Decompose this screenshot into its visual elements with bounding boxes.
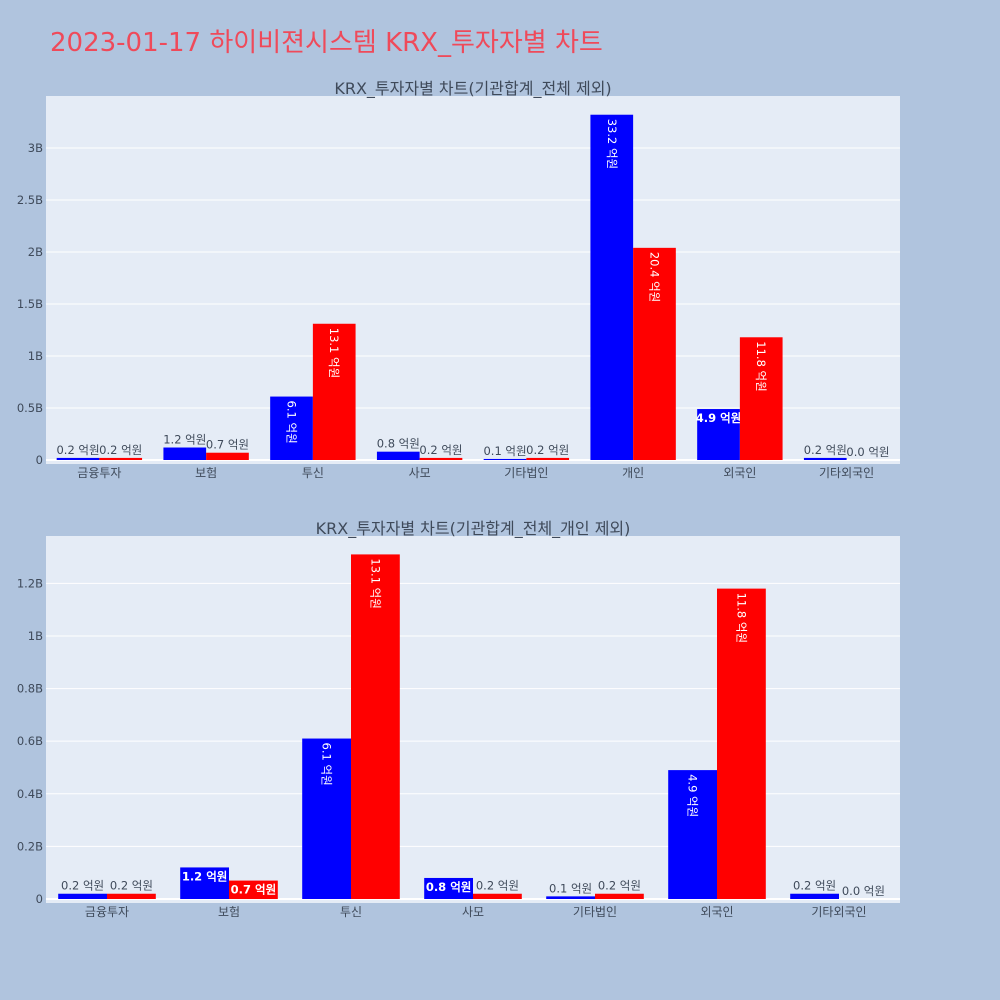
category-label: 기타법인 — [504, 466, 548, 480]
data-label: 0.0 억원 — [846, 445, 889, 459]
bar-series-2 — [312, 323, 356, 460]
data-label: 0.7 억원 — [231, 883, 277, 897]
bar-series-2 — [107, 893, 156, 899]
data-label: 6.1 억원 — [285, 401, 299, 444]
data-label: 20.4 억원 — [647, 252, 661, 302]
data-label: 0.2 억원 — [56, 443, 99, 457]
bar-series-1 — [163, 447, 207, 460]
data-label: 13.1 억원 — [368, 558, 382, 608]
bar-series-1 — [376, 451, 420, 460]
bar-series-1 — [56, 457, 100, 460]
bar-series-1 — [180, 867, 229, 899]
category-label: 보험 — [195, 466, 217, 480]
data-label: 0.2 억원 — [476, 879, 519, 893]
category-label: 외국인 — [700, 905, 733, 919]
category-label: 기타외국인 — [811, 905, 866, 919]
chart-2: 0 0.2B 0.4B 0.6B 0.8B 1B 1.2B KRX_투자자별 차트(기관합계_… — [17, 519, 900, 919]
category-label: 사모 — [462, 905, 484, 919]
bar-series-2 — [419, 457, 463, 460]
data-label: 0.1 억원 — [483, 444, 526, 458]
bar-series-2 — [206, 452, 249, 460]
data-label: 1.2 억원 — [182, 869, 228, 883]
data-label: 6.1 억원 — [320, 743, 334, 786]
category-label: 보험 — [218, 905, 240, 919]
y-tick-label: 1B — [28, 349, 43, 363]
y-tick-label: 0 — [36, 892, 43, 906]
data-label: 0.2 억원 — [419, 443, 462, 457]
bar-series-2 — [229, 880, 278, 899]
bar-series-2 — [526, 457, 570, 460]
category-label: 금융투자 — [77, 466, 121, 480]
data-label: 0.2 억원 — [526, 443, 569, 457]
category-label: 투신 — [302, 466, 324, 480]
y-tick-label: 3B — [28, 141, 43, 155]
category-label: 개인 — [622, 466, 644, 480]
data-label: 0.2 억원 — [793, 879, 836, 893]
y-tick-label: 0 — [36, 453, 43, 467]
y-tick-label: 2B — [28, 245, 43, 259]
y-tick-label: 0.4B — [17, 787, 43, 801]
bar-series-1 — [697, 409, 740, 460]
data-label: 0.2 억원 — [61, 879, 104, 893]
data-label: 0.2 억원 — [99, 443, 142, 457]
bar-series-1 — [590, 114, 634, 460]
data-label: 4.9 억원 — [686, 774, 700, 817]
category-label: 기타법인 — [573, 905, 617, 919]
y-tick-label: 2.5B — [17, 193, 43, 207]
data-label: 13.1 억원 — [327, 328, 341, 378]
bar-series-1 — [803, 457, 847, 460]
data-label: 0.8 억원 — [426, 880, 472, 894]
chart-1: 0 0.5B 1B 1.5B 2B 2.5B 3B KRX_투자자별 차트(기관합계_전체 제… — [17, 79, 900, 480]
bar-series-2 — [473, 893, 522, 899]
data-label: 0.7 억원 — [206, 438, 249, 452]
y-tick-label: 1B — [28, 629, 43, 643]
y-tick-label: 0.6B — [17, 734, 43, 748]
bar-series-2 — [351, 554, 400, 899]
bar-series-1 — [302, 738, 351, 899]
data-label: 0.2 억원 — [598, 879, 641, 893]
data-label: 1.2 억원 — [163, 433, 206, 447]
y-tick-label: 1.2B — [17, 576, 43, 590]
y-tick-label: 1.5B — [17, 297, 43, 311]
chart-title: KRX_투자자별 차트(기관합계_전체 제외) — [334, 79, 611, 99]
data-label: 11.8 억원 — [734, 593, 748, 643]
data-label: 11.8 억원 — [754, 341, 768, 391]
bar-series-1 — [270, 396, 313, 460]
page-title: 2023-01-17 하이비젼시스템 KRX_투자자별 차트 — [50, 28, 603, 58]
plot-background — [46, 536, 900, 903]
data-label: 0.2 억원 — [110, 879, 153, 893]
bar-series-2 — [99, 457, 143, 460]
bar-series-2 — [595, 893, 644, 899]
category-label: 사모 — [409, 466, 431, 480]
data-label: 0.1 억원 — [549, 881, 592, 895]
bar-series-2 — [739, 337, 783, 460]
y-tick-label: 0.8B — [17, 682, 43, 696]
bar-series-1 — [546, 896, 595, 899]
bar-series-2 — [717, 588, 766, 899]
category-label: 외국인 — [723, 466, 756, 480]
bar-series-1 — [668, 770, 717, 899]
category-label: 투신 — [340, 905, 362, 919]
category-label: 기타외국인 — [819, 466, 874, 480]
data-label: 33.2 억원 — [605, 119, 619, 169]
chart-title: KRX_투자자별 차트(기관합계_전체_개인 제외) — [316, 519, 631, 539]
bar-series-1 — [58, 893, 107, 899]
category-label: 금융투자 — [85, 905, 129, 919]
data-label: 0.2 억원 — [804, 443, 847, 457]
data-label: 4.9 억원 — [696, 411, 742, 425]
data-label: 0.0 억원 — [842, 884, 885, 898]
data-label: 0.8 억원 — [377, 437, 420, 451]
y-tick-label: 0.2B — [17, 839, 43, 853]
y-tick-label: 0.5B — [17, 401, 43, 415]
bar-series-1 — [483, 458, 527, 460]
bar-series-1 — [424, 877, 473, 899]
bar-series-2 — [633, 247, 676, 460]
bar-series-1 — [790, 893, 839, 899]
